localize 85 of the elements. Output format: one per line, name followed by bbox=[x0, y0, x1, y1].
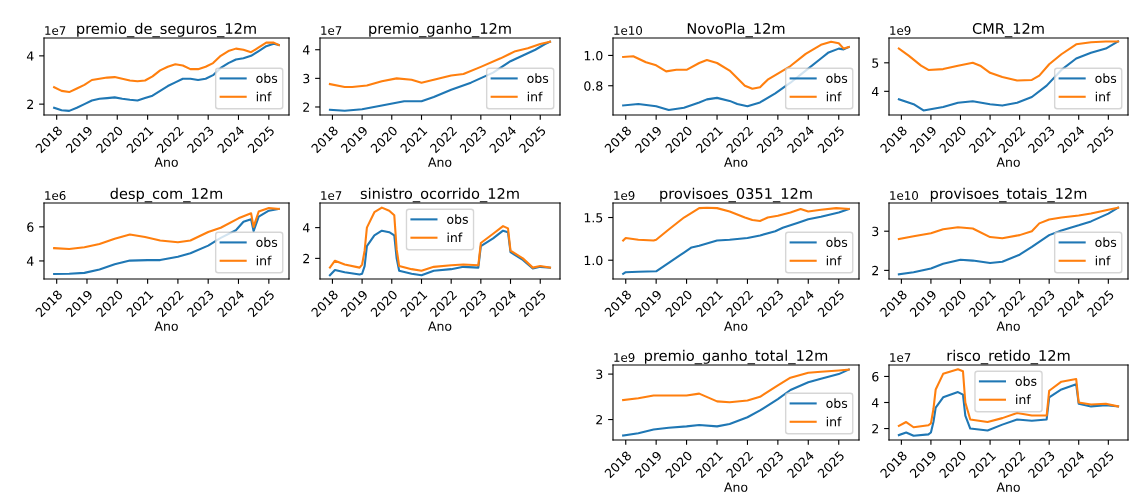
line-series bbox=[897, 40, 1120, 82]
legend-label: inf bbox=[1095, 255, 1111, 266]
legend-label: obs bbox=[527, 73, 549, 83]
y-tick-label: 2 bbox=[872, 265, 879, 276]
chart-title: provisoes_0351_12m bbox=[660, 187, 812, 203]
text: 1e7 bbox=[45, 26, 66, 35]
legend-label: obs bbox=[826, 237, 848, 247]
legend-label: inf bbox=[826, 91, 842, 102]
text: 1e9 bbox=[890, 26, 911, 35]
legend-label: inf bbox=[256, 255, 272, 266]
line-series bbox=[897, 368, 1120, 429]
legend-label: inf bbox=[256, 91, 272, 102]
legend-label: inf bbox=[1095, 91, 1111, 102]
x-axis-title: Ano bbox=[996, 482, 1020, 492]
x-axis-title: Ano bbox=[996, 157, 1020, 167]
y-tick-label: 1.0 bbox=[584, 255, 603, 266]
line-series bbox=[622, 207, 850, 275]
y-tick-label: 3 bbox=[303, 73, 310, 84]
text: 1e6 bbox=[45, 191, 66, 200]
text: 1e10 bbox=[890, 191, 919, 200]
y-tick-label: 4 bbox=[26, 256, 34, 266]
y-tick-label: 2 bbox=[872, 424, 879, 434]
legend-label: obs bbox=[1015, 376, 1037, 386]
line-series bbox=[53, 207, 280, 251]
legend-label: obs bbox=[826, 73, 848, 83]
y-tick-label: 5 bbox=[872, 58, 879, 68]
y-tick-label: 4 bbox=[302, 223, 310, 233]
line-series bbox=[328, 206, 552, 272]
x-axis-title: Ano bbox=[154, 157, 178, 167]
chart-title: provisoes_totais_12m bbox=[930, 187, 1087, 203]
line-series bbox=[622, 40, 850, 90]
x-axis-title: Ano bbox=[428, 321, 452, 331]
chart-title: CMR_12m bbox=[972, 23, 1044, 38]
chart-title: sinistro_ocorrido_12m bbox=[360, 187, 519, 203]
y-tick-label: 2 bbox=[27, 99, 34, 109]
y-tick-label: 0.8 bbox=[584, 81, 603, 91]
x-axis-title: Ano bbox=[724, 482, 748, 492]
y-tick-label: 2 bbox=[596, 415, 603, 425]
line-series bbox=[328, 40, 552, 88]
y-tick-label: 3 bbox=[596, 369, 603, 380]
line-series bbox=[897, 206, 1120, 276]
legend-label: inf bbox=[826, 416, 842, 427]
text: 1e7 bbox=[321, 26, 342, 35]
line-series bbox=[622, 368, 850, 437]
legend-label: obs bbox=[1095, 73, 1117, 83]
chart-title: premio_ganho_total_12m bbox=[644, 349, 828, 365]
legend-label: inf bbox=[826, 255, 842, 266]
legend-label: obs bbox=[256, 237, 278, 247]
legend-label: obs bbox=[447, 214, 468, 224]
x-axis-title: Ano bbox=[996, 321, 1020, 331]
y-tick-label: 6 bbox=[872, 371, 879, 382]
y-tick-label: 2 bbox=[303, 102, 310, 112]
x-axis-title: Ano bbox=[154, 321, 178, 331]
text: 1e7 bbox=[890, 353, 911, 362]
legend-label: inf bbox=[1016, 394, 1031, 405]
legend-label: inf bbox=[527, 91, 543, 102]
chart-title: NovoPla_12m bbox=[687, 22, 785, 38]
y-tick-label: 4 bbox=[302, 45, 310, 55]
legend-label: obs bbox=[1095, 237, 1117, 247]
y-tick-label: 6 bbox=[27, 222, 34, 232]
text: 1e10 bbox=[614, 26, 643, 35]
line-series bbox=[328, 229, 552, 277]
text: 1e9 bbox=[614, 353, 635, 362]
line-series bbox=[53, 42, 280, 112]
text: 1e7 bbox=[321, 191, 342, 200]
line-series bbox=[328, 40, 552, 112]
y-tick-label: 4 bbox=[26, 51, 34, 61]
text: 1e9 bbox=[614, 191, 635, 200]
line-series bbox=[897, 40, 1120, 112]
chart-title: premio_de_seguros_12m bbox=[77, 22, 256, 38]
x-axis-title: Ano bbox=[428, 157, 452, 167]
y-tick-label: 3 bbox=[872, 226, 879, 237]
chart-title: risco_retido_12m bbox=[947, 349, 1070, 365]
legend-label: obs bbox=[256, 73, 278, 83]
y-tick-label: 1.0 bbox=[584, 50, 603, 61]
y-tick-label: 1.5 bbox=[584, 213, 603, 223]
y-tick-label: 4 bbox=[871, 86, 879, 97]
x-axis-title: Ano bbox=[724, 157, 748, 167]
chart-title: premio_ganho_12m bbox=[369, 22, 511, 38]
legend-label: inf bbox=[447, 232, 463, 243]
legend-label: obs bbox=[826, 398, 848, 408]
x-axis-title: Ano bbox=[724, 321, 748, 331]
y-tick-label: 4 bbox=[871, 398, 879, 408]
chart-title: desp_com_12m bbox=[110, 187, 223, 203]
y-tick-label: 2 bbox=[303, 253, 310, 264]
